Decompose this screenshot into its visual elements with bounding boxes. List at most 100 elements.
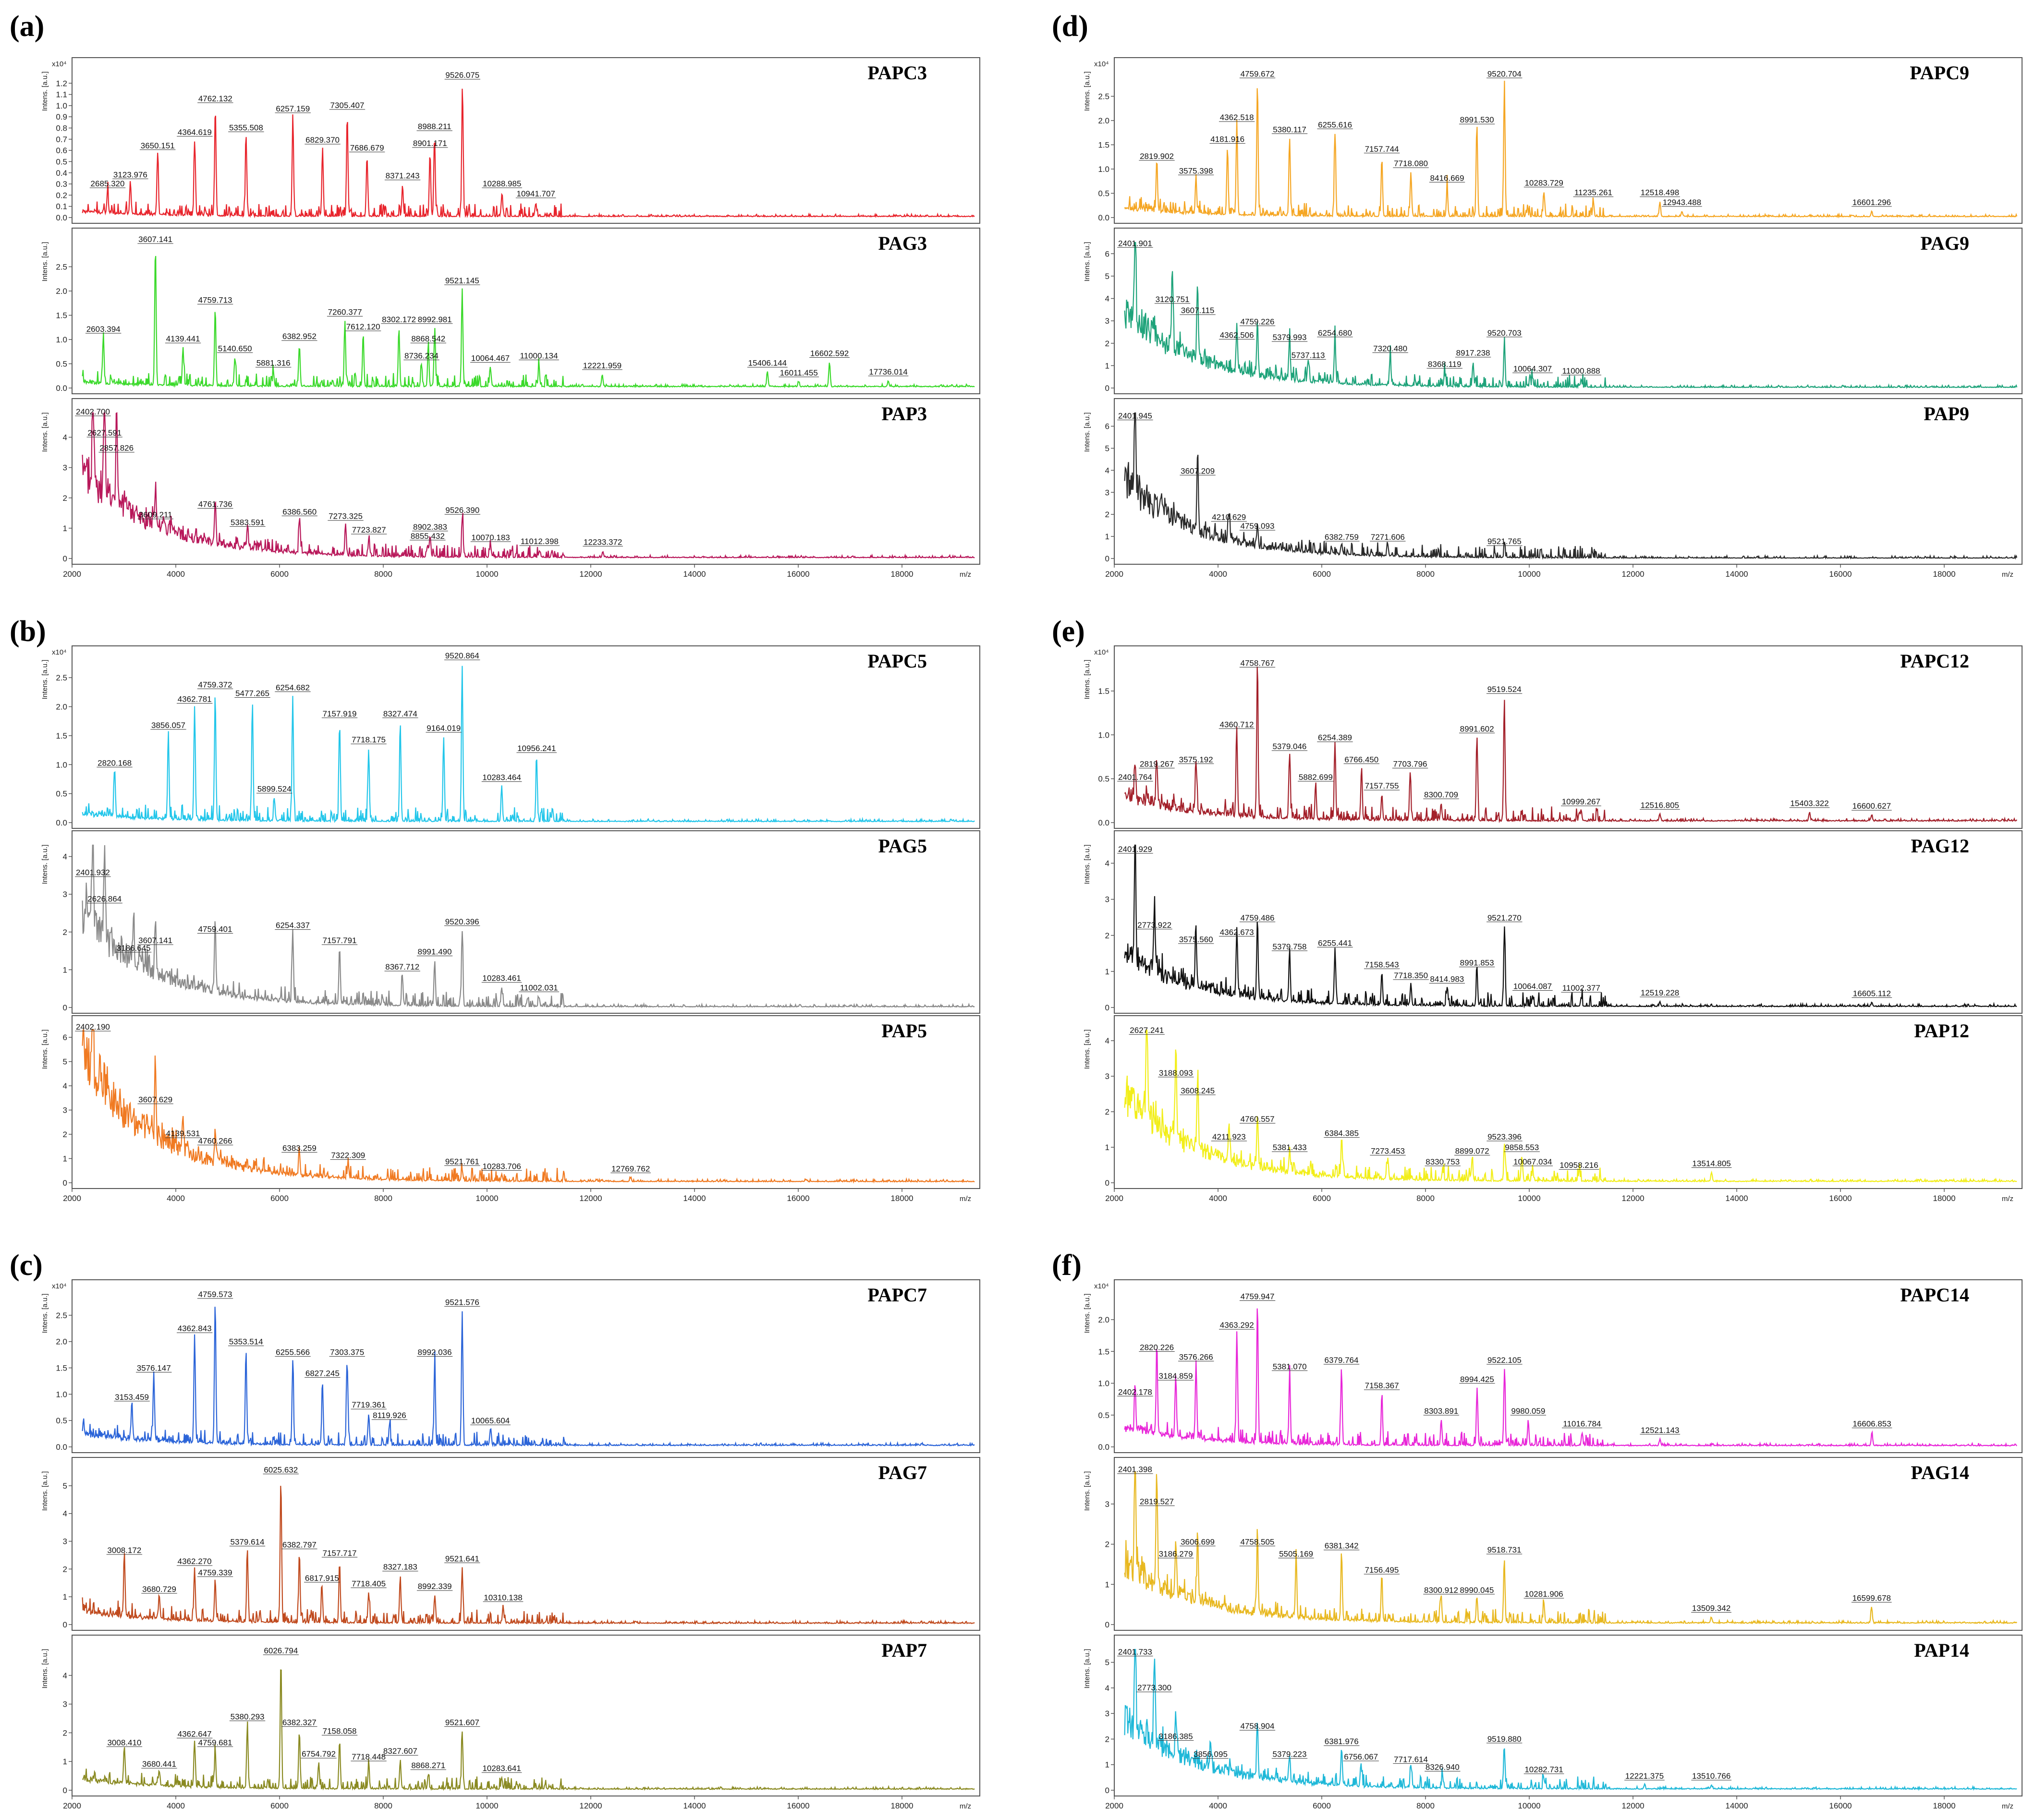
y-tick-label: 3 — [63, 1106, 67, 1115]
peak-label: 3008.410 — [107, 1738, 141, 1747]
peak-label: 8330.753 — [1426, 1157, 1460, 1166]
y-exponent-label: x10⁴ — [52, 648, 67, 656]
spectrum-line — [1124, 81, 2018, 219]
y-tick-label: 2 — [1105, 510, 1109, 519]
peak-label: 7273.325 — [329, 512, 363, 521]
peak-label: 11016.784 — [1563, 1420, 1601, 1429]
panel-letter: (a) — [10, 10, 44, 43]
peak-label: 2627.241 — [1130, 1026, 1164, 1035]
peak-label: 6381.342 — [1325, 1541, 1359, 1551]
x-tick-label: 6000 — [270, 1194, 289, 1203]
peak-label: 8855.432 — [411, 532, 445, 541]
peak-label: 4759.486 — [1241, 913, 1275, 922]
spectrum-line — [82, 1307, 975, 1447]
peak-label: 11000.134 — [520, 352, 558, 361]
peak-label: 3184.859 — [1159, 1371, 1193, 1381]
peak-label: 9521.145 — [445, 276, 479, 285]
x-tick-label: 2000 — [63, 1801, 81, 1810]
y-tick-label: 0.5 — [56, 1416, 67, 1425]
trace-name: PAPC12 — [1900, 650, 1969, 672]
peak-label: 2401.733 — [1118, 1648, 1152, 1657]
y-axis-label: Intens. [a.u.] — [41, 1030, 49, 1069]
peak-label: 7260.377 — [328, 308, 362, 317]
trace-name: PAP5 — [881, 1020, 927, 1042]
x-tick-label: 16000 — [1829, 1801, 1852, 1810]
trace-PAP9: 0 1 2 3 4 5 6 Intens. [a.u.] PAP9 2401.945 3607.20… — [1083, 398, 2023, 579]
peak-label: 2626.864 — [87, 895, 122, 904]
peak-label: 12221.375 — [1625, 1771, 1664, 1781]
y-tick-label: 2 — [63, 1728, 67, 1737]
peak-label: 8300.912 — [1424, 1586, 1458, 1595]
x-tick-label: 12000 — [1621, 570, 1644, 579]
peak-label: 8371.243 — [386, 171, 420, 181]
y-tick-label: 0 — [63, 1003, 67, 1012]
x-tick-label: 8000 — [1416, 1801, 1435, 1810]
x-tick-label: 10000 — [475, 1194, 498, 1203]
peak-label: 8992.036 — [418, 1348, 452, 1357]
peak-label: 10282.731 — [1524, 1765, 1563, 1774]
x-axis-label: m/z — [2002, 1195, 2013, 1203]
peak-label: 7719.361 — [352, 1400, 386, 1409]
peak-label: 6255.566 — [276, 1348, 310, 1357]
peak-label: 9521.607 — [445, 1718, 479, 1727]
peak-label: 7718.350 — [1394, 971, 1428, 980]
peak-label: 12518.498 — [1641, 188, 1679, 197]
peak-label: 4762.132 — [198, 94, 232, 103]
x-tick-label: 10000 — [475, 1801, 498, 1810]
trace-name: PAG7 — [878, 1462, 927, 1483]
peak-label: 8991.602 — [1460, 724, 1494, 733]
peak-label: 9521.270 — [1487, 913, 1522, 922]
trace-frame — [1114, 1635, 2023, 1796]
panel-letter: (b) — [10, 615, 46, 648]
y-axis-label: Intens. [a.u.] — [1083, 660, 1091, 700]
y-exponent-label: x10⁴ — [52, 60, 67, 68]
peak-label: 4139.531 — [166, 1129, 200, 1138]
peak-label: 6025.632 — [264, 1465, 298, 1474]
peak-label: 7320.480 — [1373, 344, 1407, 353]
y-tick-label: 1.0 — [56, 1390, 67, 1399]
peak-label: 3680.441 — [142, 1759, 176, 1769]
peak-label: 5379.223 — [1273, 1750, 1307, 1759]
peak-label: 17736.014 — [869, 367, 907, 376]
peak-label: 3153.459 — [115, 1393, 149, 1402]
y-tick-label: 4 — [63, 852, 67, 861]
peak-label: 2857.826 — [99, 444, 134, 453]
y-tick-label: 0 — [1105, 554, 1109, 563]
peak-label: 2401.929 — [1118, 845, 1152, 854]
trace-frame — [1114, 830, 2023, 1014]
spectrum-line — [82, 88, 975, 218]
peak-label: 16602.592 — [810, 349, 849, 358]
y-tick-label: 1 — [1105, 1580, 1109, 1589]
x-tick-label: 4000 — [1209, 1194, 1227, 1203]
y-axis-label: Intens. [a.u.] — [1083, 1649, 1091, 1689]
peak-label: 16605.112 — [1853, 989, 1891, 998]
y-exponent-label: x10⁴ — [1094, 60, 1109, 68]
x-tick-label: 2000 — [1105, 1801, 1123, 1810]
x-tick-label: 14000 — [683, 1801, 706, 1810]
peak-label: 6382.759 — [1325, 533, 1359, 542]
spectrum-line — [82, 1669, 975, 1791]
peak-label: 4362.647 — [178, 1729, 212, 1738]
peak-label: 8901.171 — [413, 139, 447, 148]
x-tick-label: 14000 — [683, 1194, 706, 1203]
y-tick-label: 0.5 — [1098, 189, 1109, 198]
peak-label: 7718.448 — [352, 1752, 386, 1761]
trace-PAP3: 0 1 2 3 4 Intens. [a.u.] PAP3 2402.700 2627.591 2… — [41, 398, 980, 579]
x-tick-label: 8000 — [374, 570, 392, 579]
trace-PAG3: 0.0 0.5 1.0 1.5 2.0 2.5 Intens. [a.u.] PAG3 2603… — [41, 228, 980, 394]
peak-label: 5881.316 — [256, 359, 291, 368]
y-tick-label: 0 — [63, 554, 67, 563]
peak-label: 9858.553 — [1505, 1143, 1539, 1152]
peak-label: 6254.680 — [1318, 328, 1352, 338]
peak-label: 10288.985 — [483, 179, 521, 188]
y-tick-label: 0 — [1105, 1786, 1109, 1795]
peak-label: 10310.138 — [484, 1593, 522, 1602]
peak-label: 7718.175 — [352, 735, 386, 744]
peak-label: 6257.159 — [276, 104, 310, 113]
y-tick-label: 2.5 — [1098, 92, 1109, 101]
peak-label: 6026.794 — [264, 1646, 298, 1655]
spectrum-line — [1124, 1649, 2017, 1791]
spectrum-line — [1124, 1308, 2018, 1448]
peak-label: 8992.339 — [418, 1582, 452, 1591]
